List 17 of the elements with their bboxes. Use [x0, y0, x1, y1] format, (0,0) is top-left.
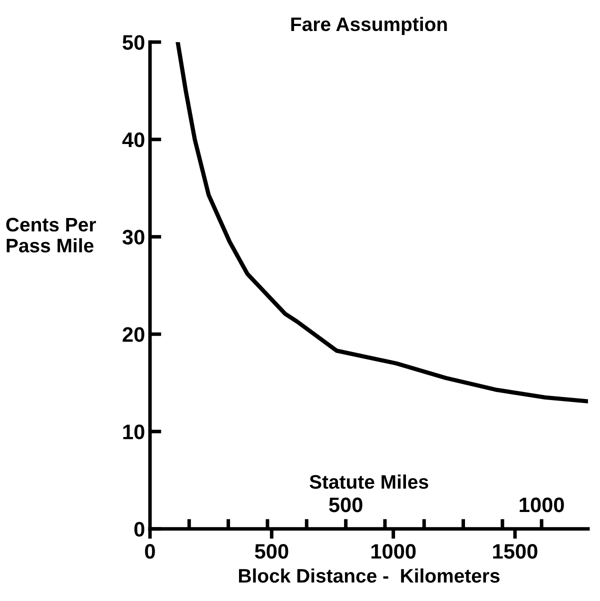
x2-tick-label: 500 [329, 498, 362, 512]
x-tick-label: 500 [254, 544, 288, 559]
y-tick-label: 20 [122, 327, 144, 342]
y-tick-label: 50 [122, 35, 144, 50]
line-series [176, 42, 588, 404]
y-tick-label: 0 [134, 522, 144, 537]
x-axis-title: Block Distance - Kilometers [239, 568, 500, 583]
x2-axis-title: Statute Miles [310, 474, 428, 489]
x-tick-label: 1000 [371, 544, 416, 559]
y-tick-label: 40 [122, 132, 144, 148]
y-tick-label: 30 [122, 230, 144, 245]
x2-tick-label: 1000 [520, 498, 564, 512]
chart-title: Fare Assumption [291, 16, 447, 35]
x-tick-label: 1500 [493, 544, 538, 559]
y-axis-title: Cents Per Pass Mile [6, 218, 96, 252]
x-tick-label: 0 [145, 544, 155, 559]
y-tick-label: 10 [123, 424, 144, 440]
